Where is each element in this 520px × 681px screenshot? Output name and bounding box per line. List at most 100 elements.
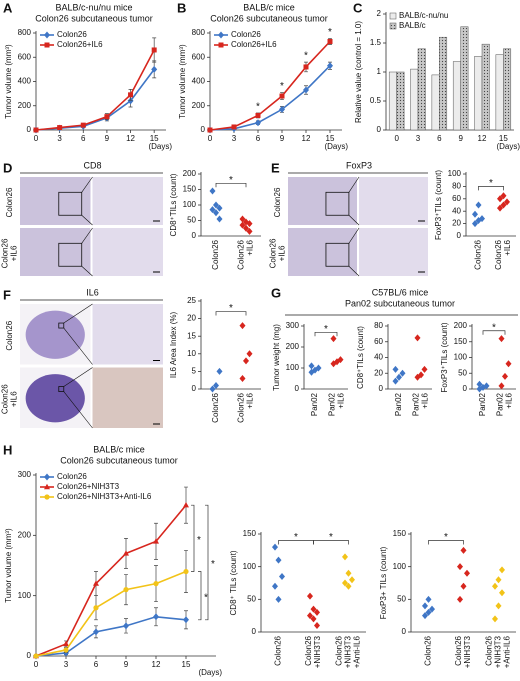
row-label: Colon26+IL6 <box>269 238 287 268</box>
x-tick-label: 6 <box>94 660 99 669</box>
marker <box>279 105 285 113</box>
zoom-lines <box>348 176 360 226</box>
significance-mark: * <box>280 81 284 92</box>
series-line <box>35 49 155 131</box>
marker <box>275 556 282 564</box>
legend-label: Colon26+NIH3T3 <box>57 482 120 491</box>
y-tick-label: 150 <box>243 529 257 538</box>
x-axis-label: (Days) <box>496 142 520 151</box>
x-tick-label: 9 <box>458 134 463 143</box>
zoom-box <box>58 386 65 392</box>
y-axis-label: CD8⁺TILs (count) <box>356 326 365 389</box>
marker <box>500 192 507 200</box>
series-line <box>209 65 331 131</box>
marker <box>337 356 344 364</box>
panel-letter: D <box>3 160 12 175</box>
marker <box>495 602 502 610</box>
x-tick-label: Pan02+IL6 <box>328 392 346 416</box>
tissue <box>25 374 85 423</box>
y-tick-label: 20 <box>374 368 383 377</box>
marker <box>216 215 223 223</box>
marker <box>239 374 246 382</box>
y-tick-label: 50 <box>397 594 406 603</box>
y-tick-label: 150 <box>454 337 468 346</box>
significance-mark: * <box>204 592 208 603</box>
x-axis-label: (Days) <box>148 142 172 151</box>
bar <box>417 48 426 131</box>
y-tick-label: 1.5 <box>370 38 382 47</box>
x-tick-label: 0 <box>208 134 213 143</box>
y-tick-label: 0.5 <box>370 96 382 105</box>
legend-label: Colon26+IL6 <box>231 40 277 49</box>
marker <box>492 582 498 590</box>
y-tick-label: 20 <box>187 314 196 323</box>
x-tick-label: 3 <box>64 660 69 669</box>
significance-bracket <box>215 311 247 316</box>
marker <box>327 62 333 70</box>
x-tick-label: 3 <box>232 134 237 143</box>
row-label: Colon26+IL6 <box>1 238 19 268</box>
y-tick-label: 0 <box>192 231 197 240</box>
marker <box>243 224 249 232</box>
y-axis-label: IL6 Area Index (%) <box>169 312 178 379</box>
marker <box>327 38 333 44</box>
legend-swatch <box>389 22 397 30</box>
marker <box>153 613 159 621</box>
marker <box>425 608 432 616</box>
y-tick-label: 200 <box>192 101 206 110</box>
significance-mark: * <box>328 27 332 38</box>
y-tick-label: 400 <box>192 77 206 86</box>
marker <box>243 357 249 365</box>
x-tick-label: 12 <box>478 134 487 143</box>
bar <box>474 56 483 131</box>
marker <box>505 360 512 368</box>
y-tick-label: 800 <box>192 28 206 37</box>
y-axis-label: Relative value (control = 1.0) <box>354 21 363 123</box>
x-tick-label: Colon26 <box>211 392 220 422</box>
marker <box>307 612 313 620</box>
y-tick-label: 0 <box>295 384 300 393</box>
marker <box>308 362 315 370</box>
y-tick-label: 600 <box>192 52 206 61</box>
significance-mark: * <box>304 51 308 62</box>
marker <box>209 187 216 195</box>
marker <box>216 204 223 212</box>
significance-mark: * <box>229 175 233 186</box>
marker <box>499 566 505 574</box>
chart-subtitle: Colon26 subcutaneous tumor <box>210 13 328 23</box>
marker <box>33 127 39 133</box>
marker <box>457 595 463 603</box>
marker <box>303 86 309 94</box>
x-tick-label: 12 <box>302 134 311 143</box>
marker <box>497 204 503 212</box>
marker <box>213 381 219 389</box>
y-axis-label: Tumor volume (mm³) <box>4 44 13 119</box>
panel-letter: C <box>353 0 363 15</box>
marker <box>33 653 39 659</box>
y-tick-label: 50 <box>187 216 196 225</box>
marker <box>63 647 69 653</box>
y-tick-label: 300 <box>18 470 32 479</box>
y-tick-label: 10 <box>187 349 196 358</box>
y-tick-label: 0 <box>463 384 468 393</box>
series-line <box>35 504 187 657</box>
x-tick-label: Colon26+NIH3T3+Anti-IL6 <box>335 635 362 668</box>
marker <box>349 576 355 584</box>
marker <box>93 628 99 636</box>
marker <box>207 127 213 133</box>
y-tick-label: 60 <box>452 194 461 203</box>
significance-bracket <box>428 540 464 545</box>
marker <box>345 582 352 590</box>
y-tick-label: 100 <box>286 363 300 372</box>
panel-letter: F <box>3 287 11 302</box>
marker <box>213 201 219 209</box>
micrograph-zoom <box>92 304 163 365</box>
y-axis-label: CD8⁺ TILs (count) <box>229 550 238 615</box>
y-axis-label: Tumor volume (mm³) <box>4 528 13 603</box>
legend-label: Colon26 <box>57 30 87 39</box>
bar <box>495 54 504 131</box>
x-tick-label: Pan02 <box>310 392 319 416</box>
marker <box>392 377 399 385</box>
x-tick-label: 3 <box>416 134 421 143</box>
